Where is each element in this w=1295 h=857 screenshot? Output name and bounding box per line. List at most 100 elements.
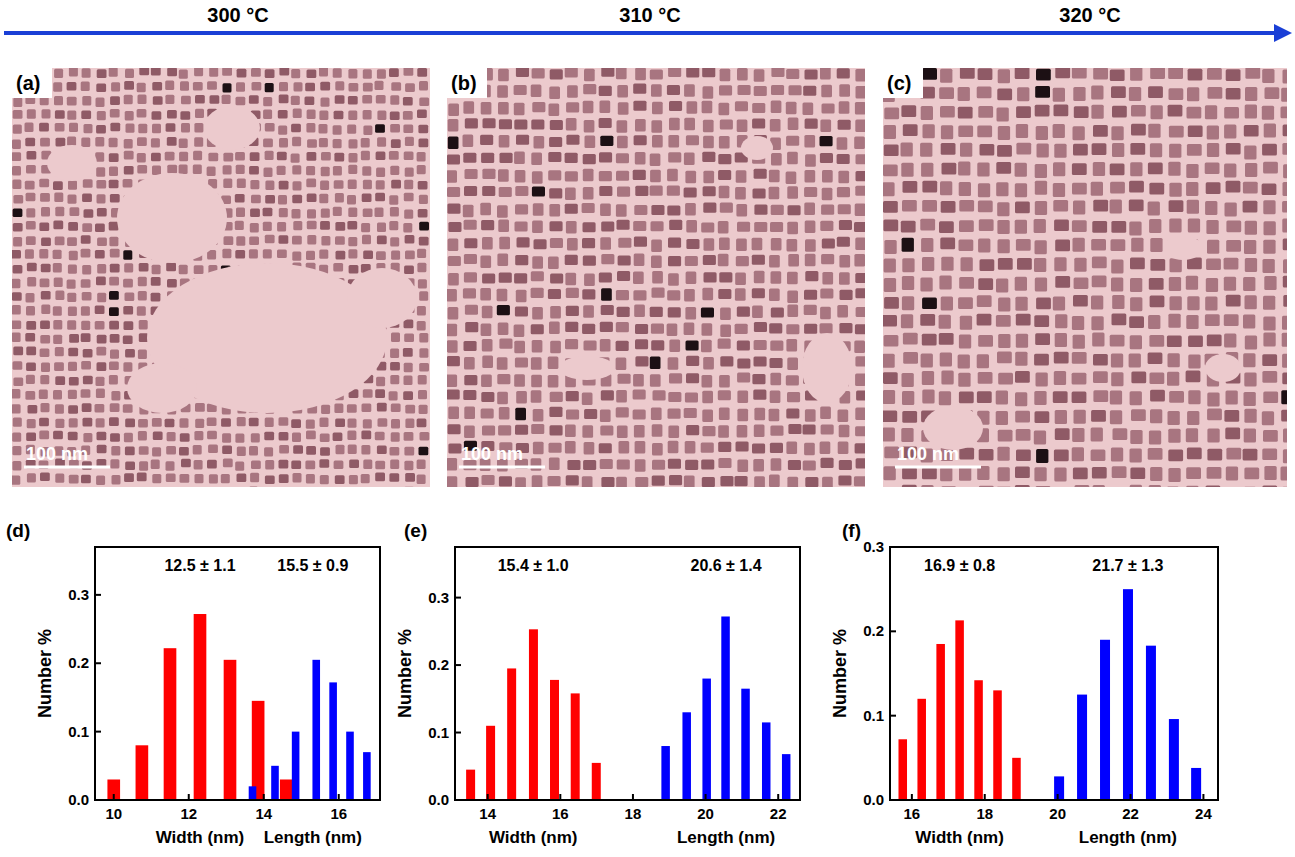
nanoparticle (1168, 162, 1180, 176)
nanoparticle (1187, 296, 1199, 310)
empty-area (204, 106, 260, 150)
nanoparticle (514, 324, 525, 337)
nanoparticle (335, 81, 344, 90)
nanoparticle (804, 305, 817, 315)
nanoparticle (417, 68, 427, 77)
nanoparticle (405, 83, 415, 92)
nanoparticle (463, 390, 476, 400)
nanoparticle (263, 222, 272, 231)
nanoparticle (838, 120, 851, 130)
nanoparticle (335, 193, 344, 202)
nanoparticle (221, 474, 230, 483)
nanoparticle (514, 341, 525, 354)
nanoparticle (321, 208, 330, 217)
nanoparticle (565, 255, 578, 265)
nanoparticle (978, 278, 993, 290)
nanoparticle (565, 171, 578, 181)
nanoparticle (249, 446, 258, 455)
nanoparticle (498, 425, 511, 435)
nanoparticle (996, 278, 1008, 292)
nanoparticle (996, 162, 1011, 174)
nanoparticle (390, 166, 399, 175)
nanoparticle (378, 418, 388, 427)
nanoparticle (703, 136, 714, 149)
nanoparticle (236, 165, 245, 174)
nanoparticle (754, 69, 765, 82)
nanoparticle (223, 165, 232, 174)
nanoparticle (1148, 124, 1160, 138)
nanoparticle (820, 153, 833, 163)
nanoparticle (417, 475, 426, 484)
nanoparticle (417, 152, 426, 161)
nanoparticle (306, 166, 315, 175)
nanoparticle (565, 188, 576, 201)
nanoparticle (549, 322, 560, 335)
nanoparticle (137, 473, 147, 482)
nanoparticle (1148, 163, 1163, 175)
nanoparticle (958, 297, 973, 309)
nanoparticle (109, 361, 119, 370)
nanoparticle (167, 110, 177, 119)
nanoparticle (1073, 238, 1085, 252)
nanoparticle (95, 306, 105, 315)
nanoparticle (686, 220, 697, 233)
nanoparticle (771, 238, 782, 251)
nanoparticle (67, 137, 76, 146)
nanoparticle (179, 165, 188, 174)
nanoparticle (787, 477, 798, 487)
nanoparticle (403, 125, 413, 134)
nanoparticle (884, 240, 896, 254)
nanoparticle (1148, 352, 1163, 364)
nanoparticle (152, 474, 161, 483)
nanoparticle (13, 347, 23, 356)
nanoparticle (82, 68, 91, 77)
nanoparticle (652, 135, 663, 148)
nanoparticle (376, 251, 386, 260)
nanoparticle (616, 341, 629, 351)
nanoparticle (922, 68, 937, 80)
nanoparticle (822, 477, 833, 487)
nanoparticle (1015, 297, 1027, 311)
nanoparticle (110, 109, 120, 118)
nanoparticle (668, 441, 679, 454)
nanoparticle (549, 87, 560, 100)
nanoparticle (635, 441, 646, 454)
nanoparticle (194, 431, 203, 440)
nanoparticle (375, 208, 384, 217)
nanoparticle (601, 477, 614, 487)
nanoparticle (855, 69, 865, 82)
nanoparticle (770, 373, 781, 386)
nanoparticle (96, 180, 106, 189)
nanoparticle (97, 264, 106, 273)
nanoparticle (447, 374, 457, 387)
nanoparticle (390, 460, 399, 469)
nanoparticle (567, 238, 578, 251)
nanoparticle (1130, 162, 1142, 176)
nanoparticle (349, 83, 359, 92)
nanoparticle (13, 417, 22, 426)
nanoparticle (922, 297, 937, 309)
nanoparticle (820, 221, 833, 231)
nanoparticle (336, 251, 346, 260)
nanoparticle (1168, 353, 1180, 367)
nanoparticle (235, 194, 245, 203)
nanoparticle (265, 460, 274, 469)
nanoparticle (1150, 390, 1165, 402)
nanoparticle (1148, 202, 1160, 216)
nanoparticle (550, 341, 561, 354)
nanoparticle (1243, 182, 1258, 194)
nanoparticle (237, 179, 246, 188)
nanoparticle (668, 425, 679, 438)
nanoparticle (686, 356, 699, 366)
nanoparticle (736, 441, 749, 451)
nanoparticle (584, 274, 595, 287)
nanoparticle (68, 194, 77, 203)
nanoparticle (181, 459, 191, 468)
nanoparticle (565, 322, 578, 332)
nanoparticle (599, 171, 612, 181)
nanoparticle (404, 209, 413, 218)
nanoparticle (978, 68, 993, 80)
nanoparticle (335, 418, 345, 427)
nanoparticle (82, 96, 91, 105)
nanoparticle (1016, 334, 1028, 348)
